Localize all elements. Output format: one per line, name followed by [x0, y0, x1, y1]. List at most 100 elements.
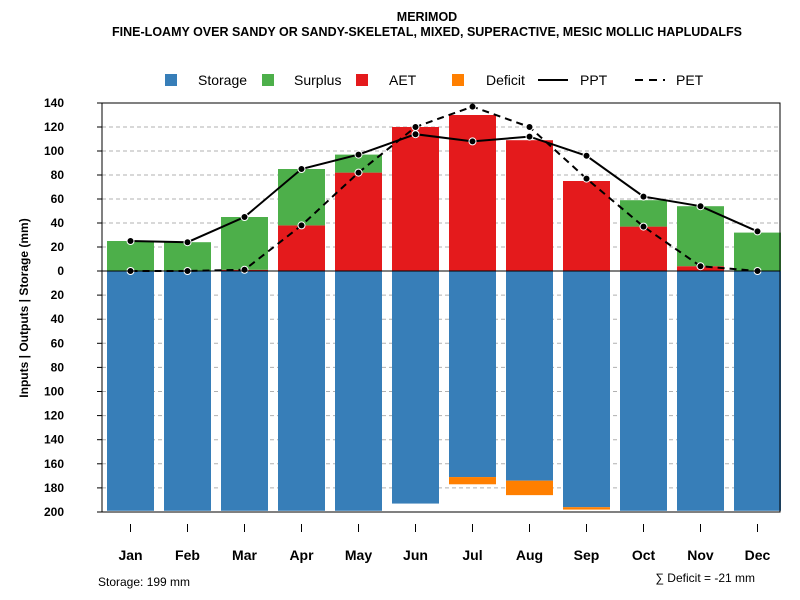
y-tick-label: 120: [44, 409, 64, 423]
storage-annotation: Storage: 199 mm: [98, 575, 190, 589]
y-tick-label: 0: [57, 264, 64, 278]
ppt-point-sep: [582, 151, 591, 160]
x-tick-label-sep: Sep: [574, 547, 600, 563]
x-tick-label-jul: Jul: [462, 547, 482, 563]
storage-bar-oct: [620, 271, 667, 511]
storage-bar-mar: [221, 271, 268, 511]
legend-label-storage: Storage: [198, 72, 247, 88]
deficit-annotation: ∑ Deficit = -21 mm: [655, 571, 755, 585]
y-tick-label: 140: [44, 433, 64, 447]
aet-bar-jun: [392, 127, 439, 271]
aet-bar-sep: [563, 181, 610, 271]
ppt-point-oct: [639, 192, 648, 201]
ppt-point-jan: [126, 237, 135, 245]
x-tick-label-dec: Dec: [745, 547, 771, 563]
ppt-point-nov: [696, 202, 705, 211]
y-tick-label: 20: [51, 288, 65, 302]
legend-label-pet: PET: [676, 72, 704, 88]
pet-point-may: [354, 168, 363, 177]
legend-label-aet: AET: [389, 72, 417, 88]
ppt-point-may: [354, 150, 363, 159]
legend-swatch-storage: [165, 74, 177, 86]
y-tick-label: 80: [51, 168, 65, 182]
ppt-point-jun: [411, 130, 420, 139]
pet-point-oct: [639, 222, 648, 231]
storage-bar-jun: [392, 271, 439, 504]
x-tick-label-apr: Apr: [289, 547, 314, 563]
y-tick-label: 120: [44, 120, 64, 134]
aet-bar-apr: [278, 225, 325, 271]
storage-bar-jul: [449, 271, 496, 478]
aet-bar-aug: [506, 140, 553, 271]
legend-swatch-aet: [356, 74, 368, 86]
x-tick-label-jan: Jan: [118, 547, 142, 563]
legend-label-surplus: Surplus: [294, 72, 341, 88]
surplus-bar-nov: [677, 206, 724, 267]
legend: Storage Surplus AET Deficit PPT PET: [165, 72, 704, 88]
y-tick-label: 60: [51, 192, 65, 206]
surplus-bar-mar: [221, 217, 268, 270]
pet-point-aug: [525, 123, 534, 131]
y-tick-label: 80: [51, 360, 65, 374]
pet-point-jul: [468, 102, 477, 111]
aet-bar-oct: [620, 226, 667, 271]
deficit-bar-jul: [449, 477, 496, 485]
legend-label-deficit: Deficit: [486, 72, 525, 88]
x-tick-label-jun: Jun: [403, 547, 428, 563]
storage-bar-apr: [278, 271, 325, 511]
x-tick-label-may: May: [345, 547, 372, 563]
surplus-bar-dec: [734, 232, 781, 271]
y-tick-label: 100: [44, 144, 64, 158]
axes: 1401201008060402002040608010012014016018…: [44, 96, 781, 563]
pet-point-apr: [297, 221, 306, 230]
surplus-bar-feb: [164, 242, 211, 271]
ppt-point-feb: [183, 238, 192, 247]
y-tick-label: 40: [51, 216, 65, 230]
x-tick-label-aug: Aug: [516, 547, 543, 563]
ppt-point-apr: [297, 165, 306, 173]
ppt-point-aug: [525, 132, 534, 141]
chart-title: MERIMOD: [397, 10, 457, 24]
ppt-point-jul: [468, 137, 477, 146]
ppt-point-dec: [753, 227, 762, 236]
y-tick-label: 140: [44, 96, 64, 110]
y-tick-label: 100: [44, 385, 64, 399]
pet-point-nov: [696, 262, 705, 271]
legend-label-ppt: PPT: [580, 72, 608, 88]
pet-point-mar: [240, 265, 249, 274]
deficit-bar-aug: [506, 480, 553, 496]
storage-bar-jan: [107, 271, 154, 511]
legend-swatch-surplus: [262, 74, 274, 86]
storage-bar-feb: [164, 271, 211, 511]
bars: [107, 115, 781, 511]
y-tick-label: 200: [44, 505, 64, 519]
storage-bar-may: [335, 271, 382, 511]
surplus-bar-apr: [278, 169, 325, 226]
surplus-bar-jan: [107, 241, 154, 271]
ppt-point-mar: [240, 213, 249, 221]
pet-point-jun: [411, 123, 420, 131]
x-tick-label-nov: Nov: [687, 547, 714, 563]
x-tick-label-mar: Mar: [232, 547, 257, 563]
series-lines: [126, 102, 762, 275]
surplus-bar-may: [335, 154, 382, 173]
aet-bar-may: [335, 172, 382, 271]
y-tick-label: 180: [44, 481, 64, 495]
y-tick-label: 60: [51, 336, 65, 350]
ppt-line: [130, 133, 758, 244]
pet-point-sep: [582, 174, 591, 183]
y-tick-label: 40: [51, 312, 65, 326]
x-tick-label-feb: Feb: [175, 547, 200, 563]
x-tick-label-oct: Oct: [632, 547, 656, 563]
legend-swatch-deficit: [452, 74, 464, 86]
storage-bar-aug: [506, 271, 553, 481]
storage-bar-dec: [734, 271, 781, 511]
y-tick-label: 160: [44, 457, 64, 471]
y-tick-label: 20: [51, 240, 65, 254]
storage-bar-nov: [677, 271, 724, 511]
deficit-bar-sep: [563, 507, 610, 510]
chart-subtitle: FINE-LOAMY OVER SANDY OR SANDY-SKELETAL,…: [112, 25, 742, 39]
storage-bar-sep: [563, 271, 610, 508]
y-axis-label: Inputs | Outputs | Storage (mm): [17, 218, 31, 397]
